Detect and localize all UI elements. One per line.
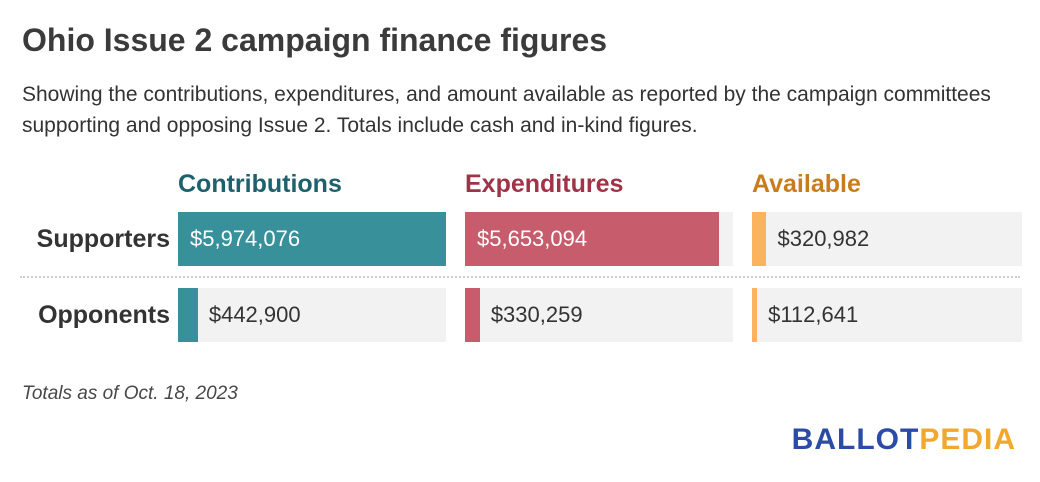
bar-track-contributions-opponents: $442,900 [178, 288, 446, 342]
column-header-available: Available [752, 170, 861, 198]
column-headers: Contributions Expenditures Available [0, 170, 1040, 199]
column-header-expenditures: Expenditures [465, 170, 624, 198]
bar-value-available-supporters: $320,982 [777, 226, 870, 251]
bar-value-available-opponents: $112,641 [768, 302, 859, 327]
bar-track-contributions-supporters: $5,974,076 [178, 212, 446, 266]
bar-value-expenditures-opponents: $330,259 [490, 302, 583, 327]
bar-contributions-supporters [178, 212, 446, 266]
logo-pedia-text: PEDIA [919, 423, 1016, 456]
chart-row-supporters: Supporters $5,974,076 $5,653,094 $320,982 [0, 212, 1040, 266]
chart-footnote: Totals as of Oct. 18, 2023 [22, 383, 238, 404]
chart-subtitle: Showing the contributions, expenditures,… [22, 83, 991, 137]
logo-ballot-text: BALLOT [791, 423, 920, 456]
bar-expenditures-opponents [465, 288, 480, 342]
row-separator [20, 276, 1020, 278]
bar-contributions-opponents [178, 288, 198, 342]
chart-title: Ohio Issue 2 campaign finance figures [22, 22, 608, 58]
chart-row-opponents: Opponents $442,900 $330,259 $112,641 [0, 288, 1040, 342]
cell-expenditures-supporters: $5,653,094 [465, 212, 733, 266]
bar-track-expenditures-opponents: $330,259 [465, 288, 733, 342]
row-label-supporters: Supporters [36, 224, 170, 253]
column-header-contributions: Contributions [178, 170, 342, 198]
row-label-opponents: Opponents [38, 300, 170, 329]
bar-value-contributions-supporters: $5,974,076 [190, 226, 301, 251]
bar-available-opponents [752, 288, 758, 342]
bar-track-available-opponents: $112,641 [752, 288, 1022, 342]
cell-expenditures-opponents: $330,259 [465, 288, 733, 342]
bar-available-supporters [752, 212, 767, 266]
cell-contributions-supporters: $5,974,076 [178, 212, 446, 266]
bar-value-expenditures-supporters: $5,653,094 [477, 226, 588, 251]
bar-track-available-supporters: $320,982 [752, 212, 1022, 266]
cell-available-opponents: $112,641 [752, 288, 1022, 342]
cell-available-supporters: $320,982 [752, 212, 1022, 266]
bar-track-expenditures-supporters: $5,653,094 [465, 212, 733, 266]
ballotpedia-logo: BALLOTPEDIA [792, 423, 1016, 457]
bar-expenditures-supporters [465, 212, 719, 266]
bar-value-contributions-opponents: $442,900 [208, 302, 301, 327]
cell-contributions-opponents: $442,900 [178, 288, 446, 342]
bar-chart: Contributions Expenditures Available Suppor… [0, 170, 1040, 342]
